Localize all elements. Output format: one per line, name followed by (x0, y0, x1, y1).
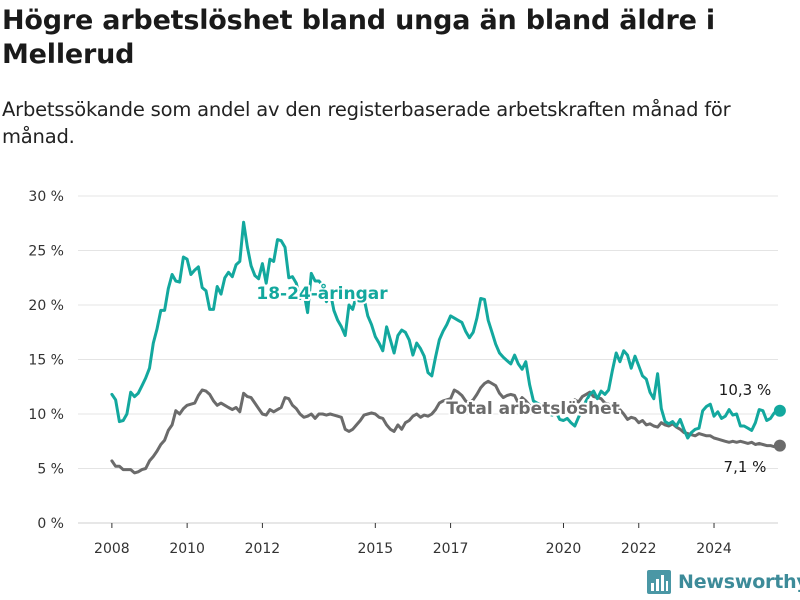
series-label: 18-24-åringar (256, 282, 388, 304)
series-line-18-24-ringar (110, 220, 782, 440)
y-tick-label: 20 % (28, 298, 64, 314)
end-point-marker (773, 404, 786, 417)
y-axis: 0 % 5 % 10 % 15 % 20 % 25 % 30 % (28, 189, 64, 532)
page-subtitle: Arbetssökande som andel av den registerb… (2, 98, 731, 148)
end-value-label: 10,3 % (719, 381, 771, 399)
series-lines (110, 220, 786, 475)
x-tick-label: 2017 (433, 541, 469, 557)
x-tick-label: 2008 (94, 541, 130, 557)
brand-name: Newsworthy (678, 571, 800, 593)
bar-chart-logo-icon (647, 570, 671, 594)
x-tick-label: 2022 (621, 541, 657, 557)
y-tick-label: 30 % (28, 189, 64, 205)
x-tick-label: 2010 (169, 541, 205, 557)
gridlines (78, 195, 778, 524)
y-tick-label: 0 % (37, 516, 64, 532)
y-tick-label: 5 % (37, 462, 64, 478)
end-value-label: 7,1 % (724, 458, 767, 476)
y-tick-label: 15 % (28, 353, 64, 369)
y-tick-label: 10 % (28, 407, 64, 423)
x-tick-label: 2020 (546, 541, 582, 557)
y-tick-label: 25 % (28, 244, 64, 260)
x-tick-label: 2015 (357, 541, 393, 557)
x-axis: 2008 2010 2012 2015 2017 2020 2022 2024 (94, 523, 732, 557)
brand-logo: Newsworthy (646, 568, 800, 596)
series-line-total-arbetsl-shet (110, 379, 782, 475)
x-tick-label: 2024 (696, 541, 732, 557)
end-point-marker (773, 439, 786, 452)
series-label: Total arbetslöshet (446, 399, 620, 419)
series-labels: 18-24-åringar 10,3 % Total arbetslöshet 7,1… (254, 280, 771, 476)
page-title: Högre arbetslöshet bland unga än bland ä… (2, 5, 715, 70)
x-tick-label: 2012 (245, 541, 281, 557)
